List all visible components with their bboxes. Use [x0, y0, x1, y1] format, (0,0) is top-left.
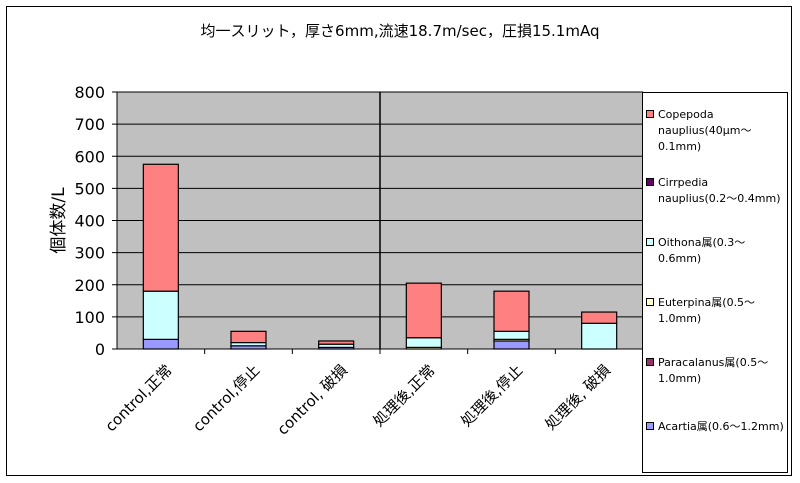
bar-segment: [581, 322, 618, 350]
legend-swatch: [646, 110, 654, 118]
x-tick-label: control,停止: [189, 361, 263, 435]
y-tick-label: 600: [74, 147, 105, 166]
legend-label: Cirrpedia nauplius(0.2〜0.4mm): [658, 176, 781, 205]
legend-swatch: [646, 358, 654, 366]
bar-segment: [405, 282, 442, 339]
x-tick-label: 処理後,正常: [370, 361, 439, 430]
y-tick-label: 400: [74, 212, 105, 231]
bar-segment: [142, 290, 179, 340]
bar-segment: [493, 330, 530, 340]
legend: Copepoda nauplius(40μm〜0.1mm) Cirrpedia n…: [642, 92, 788, 473]
y-tick-label: 200: [74, 276, 105, 295]
legend-label: Copepoda nauplius(40μm〜0.1mm): [658, 108, 752, 153]
x-tick-label: 処理後,停止: [457, 361, 526, 430]
x-tick-label: 処理後, 破損: [541, 361, 614, 434]
chart-title: 均一スリット，厚さ6mm,流速18.7m/sec，圧損15.1mAq: [200, 22, 600, 40]
legend-swatch: [646, 238, 654, 246]
legend-label: Acartia属(0.6〜1.2mm): [658, 420, 784, 433]
bar-segment: [142, 163, 179, 292]
y-axis-label: 個体数/L: [49, 187, 69, 254]
y-tick-label: 300: [74, 244, 105, 263]
x-tick-label: control, 破損: [274, 361, 351, 438]
y-tick-label: 0: [95, 340, 105, 359]
y-tick-label: 100: [74, 308, 105, 327]
legend-label: Euterpina属(0.5〜1.0mm): [658, 296, 756, 325]
bar-segment: [405, 337, 442, 348]
legend-swatch: [646, 298, 654, 306]
bar-segment: [493, 290, 530, 332]
x-tick-label: control,正常: [102, 361, 176, 435]
y-tick-label: 700: [74, 115, 105, 134]
bar-segment: [581, 311, 618, 324]
bar-segment: [142, 338, 179, 350]
y-tick-label: 500: [74, 179, 105, 198]
legend-label: Paracalanus属(0.5〜1.0mm): [658, 356, 769, 385]
legend-swatch: [646, 178, 654, 186]
bar-segment: [493, 340, 530, 350]
legend-swatch: [646, 422, 654, 430]
bar-segment: [230, 330, 267, 344]
bar-segment: [318, 340, 355, 345]
y-tick-label: 800: [74, 83, 105, 102]
legend-label: Oithona属(0.3〜0.6mm): [658, 236, 746, 265]
